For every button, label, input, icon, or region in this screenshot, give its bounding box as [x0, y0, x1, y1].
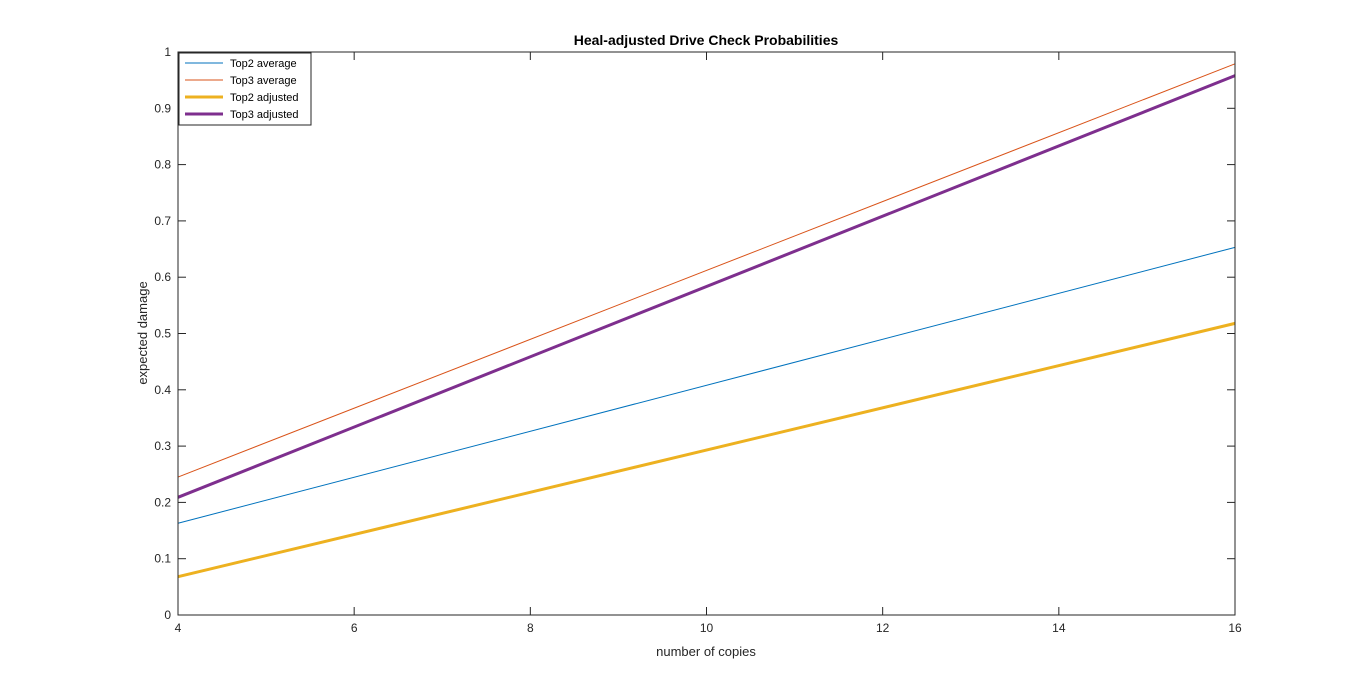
- series-line-3: [177, 321, 1236, 579]
- x-tick-label: 10: [700, 621, 714, 635]
- tick-layer: 4 6 8 10 12 14 16 0 0.1 0.2 0.3 0.4 0.5 0.6 0.7 0.8 0.9 1: [154, 45, 1242, 635]
- y-tick-label: 0.1: [154, 552, 171, 566]
- x-axis-label: number of copies: [656, 644, 756, 659]
- x-tick-label: 12: [876, 621, 890, 635]
- y-tick-label: 0.3: [154, 439, 171, 453]
- x-tick-label: 8: [527, 621, 534, 635]
- x-tick-label: 4: [175, 621, 182, 635]
- x-tick-label: 6: [351, 621, 358, 635]
- y-tick-label: 0: [164, 608, 171, 622]
- y-tick-label: 1: [164, 45, 171, 59]
- y-tick-label: 0.8: [154, 158, 171, 172]
- chart-title: Heal-adjusted Drive Check Probabilities: [574, 32, 839, 48]
- series-line-1: [177, 246, 1236, 524]
- y-tick-label: 0.2: [154, 495, 171, 509]
- series-layer: [177, 63, 1236, 579]
- legend-entry: Top3 adjusted: [230, 109, 299, 121]
- y-tick-label: 0.7: [154, 214, 171, 228]
- x-tick-label: 16: [1228, 621, 1242, 635]
- legend: Top2 average Top3 average Top2 adjusted Top…: [178, 52, 312, 126]
- y-tick-label: 0.4: [154, 383, 171, 397]
- legend-entry: Top2 adjusted: [230, 92, 299, 104]
- plot-area: [178, 52, 1235, 615]
- y-tick-label: 0.6: [154, 270, 171, 284]
- x-tick-label: 14: [1052, 621, 1066, 635]
- legend-entry: Top3 average: [230, 75, 297, 87]
- series-line-2: [177, 63, 1236, 478]
- y-axis-label: expected damage: [135, 281, 150, 384]
- y-tick-label: 0.9: [154, 101, 171, 115]
- series-line-4: [177, 74, 1236, 499]
- legend-entry: Top2 average: [230, 58, 297, 70]
- y-tick-label: 0.5: [154, 327, 171, 341]
